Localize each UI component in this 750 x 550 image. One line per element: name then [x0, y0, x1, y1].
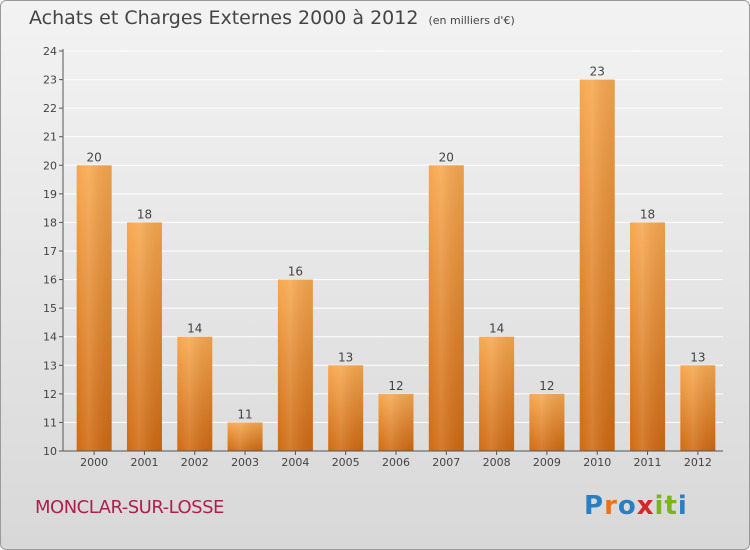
- x-tick-label: 2007: [432, 456, 460, 469]
- data-label: 14: [187, 322, 202, 336]
- y-tick-label: 21: [43, 131, 57, 144]
- y-tick-label: 11: [43, 416, 57, 429]
- y-tick-label: 15: [43, 302, 57, 315]
- y-tick-label: 23: [43, 74, 57, 87]
- y-tick-label: 20: [43, 159, 57, 172]
- x-tick-label: 2003: [231, 456, 259, 469]
- x-tick-label: 2006: [382, 456, 410, 469]
- data-label: 12: [539, 379, 554, 393]
- y-tick-label: 24: [43, 45, 57, 58]
- x-tick-label: 2004: [281, 456, 309, 469]
- data-label: 13: [338, 350, 353, 364]
- data-label: 18: [137, 207, 152, 221]
- gridlines: [63, 50, 723, 423]
- y-tick-label: 12: [43, 388, 57, 401]
- x-tick-label: 2002: [181, 456, 209, 469]
- chart-subtitle: (en milliers d'€): [428, 14, 515, 27]
- bar-highlight: [177, 336, 213, 451]
- data-label: 20: [439, 150, 454, 164]
- data-label: 23: [590, 65, 605, 79]
- data-label: 14: [489, 322, 504, 336]
- proxiti-logo: Proxiti: [584, 491, 688, 521]
- data-label: 18: [640, 207, 655, 221]
- bar-highlight: [630, 222, 666, 451]
- logo-letter: i: [654, 491, 665, 521]
- bar-highlight: [680, 365, 716, 451]
- bar-highlight: [126, 222, 162, 451]
- bars: 20 18 14 11 16 13 12 20 14 12 23 18 13: [76, 65, 716, 452]
- axes: 10 11 12 13 14 15 16 17 18 19 20 21 22 23 24 2000 2001 20…: [43, 45, 723, 469]
- y-tick-label: 10: [43, 445, 57, 458]
- y-tick-label: 19: [43, 188, 57, 201]
- bar-highlight: [428, 165, 464, 452]
- bar-highlight: [76, 165, 112, 452]
- x-tick-label: 2001: [130, 456, 158, 469]
- x-tick-label: 2010: [583, 456, 611, 469]
- x-tick-label: 2011: [634, 456, 662, 469]
- chart-title: Achats et Charges Externes 2000 à 2012 (e…: [29, 7, 515, 29]
- bar-highlight: [378, 393, 414, 451]
- bar-highlight: [227, 422, 263, 451]
- bar-highlight: [328, 365, 364, 451]
- place-name: MONCLAR-SUR-LOSSE: [35, 497, 224, 518]
- logo-letter: t: [664, 491, 678, 521]
- y-tick-label: 17: [43, 245, 57, 258]
- x-tick-label: 2008: [483, 456, 511, 469]
- logo-letter: P: [584, 491, 605, 521]
- logo-letter: x: [636, 491, 655, 521]
- logo-letter: i: [677, 491, 688, 521]
- x-tick-label: 2005: [332, 456, 360, 469]
- x-tick-label: 2009: [533, 456, 561, 469]
- bar-highlight: [277, 279, 313, 451]
- y-tick-label: 18: [43, 216, 57, 229]
- bar-highlight: [579, 79, 615, 452]
- y-tick-label: 16: [43, 274, 57, 287]
- x-tick-label: 2012: [684, 456, 712, 469]
- y-tick-label: 14: [43, 331, 57, 344]
- data-label: 12: [388, 379, 403, 393]
- data-label: 11: [237, 407, 252, 421]
- chart-title-text: Achats et Charges Externes 2000 à 2012: [29, 7, 419, 29]
- logo-letter: r: [604, 491, 618, 521]
- bar-highlight: [479, 336, 515, 451]
- data-label: 20: [87, 150, 102, 164]
- x-tick-label: 2000: [80, 456, 108, 469]
- bar-highlight: [529, 393, 565, 451]
- data-label: 16: [288, 265, 303, 279]
- data-label: 13: [690, 350, 705, 364]
- y-tick-label: 13: [43, 359, 57, 372]
- logo-letter: o: [617, 491, 637, 521]
- y-tick-label: 22: [43, 102, 57, 115]
